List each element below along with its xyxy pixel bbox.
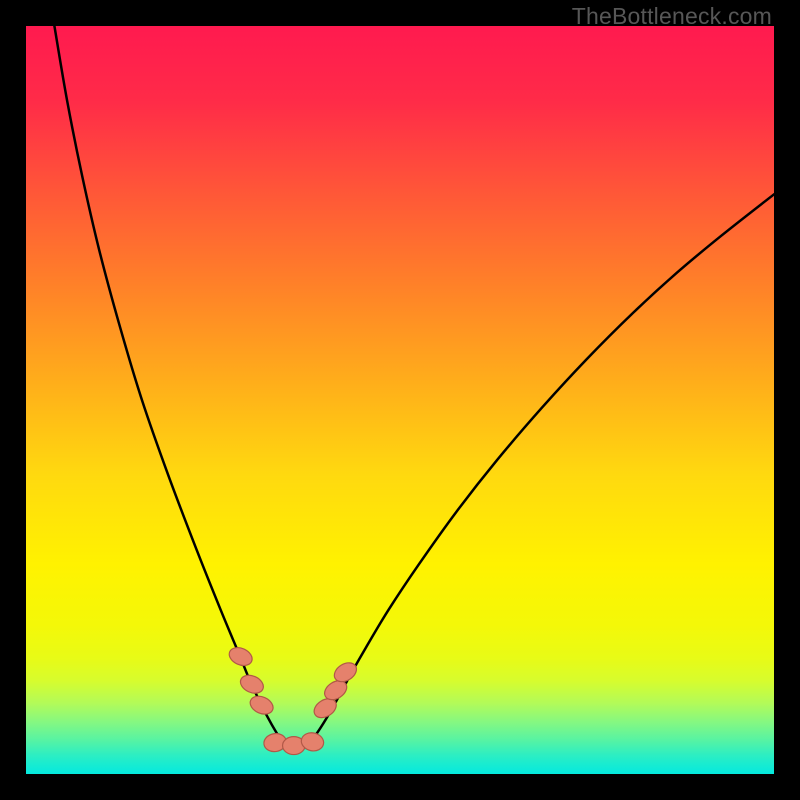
chart-svg xyxy=(26,26,774,774)
plot-area xyxy=(26,26,774,774)
gradient-background xyxy=(26,26,774,774)
chart-frame: TheBottleneck.com xyxy=(0,0,800,800)
watermark-text: TheBottleneck.com xyxy=(572,3,772,30)
